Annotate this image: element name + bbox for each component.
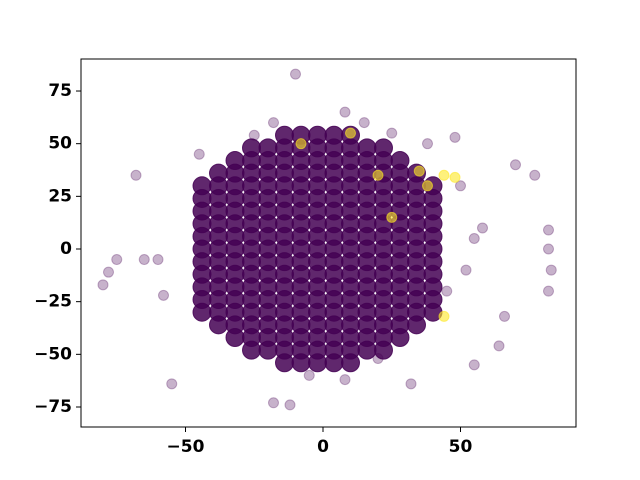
- plot-frame: [80, 58, 577, 428]
- point: [468, 232, 480, 244]
- y-tick-label: 75: [48, 81, 72, 101]
- point: [275, 353, 294, 373]
- point: [138, 254, 150, 266]
- point: [295, 138, 307, 150]
- y-tick-label: 0: [60, 239, 72, 259]
- y-tick-label: −25: [34, 292, 72, 312]
- point: [543, 224, 554, 236]
- point: [290, 68, 301, 80]
- point: [374, 340, 393, 360]
- y-tick-label: −50: [34, 344, 72, 364]
- point: [422, 138, 433, 150]
- x-tick-label: −50: [167, 437, 205, 457]
- point: [158, 289, 169, 301]
- point: [193, 148, 205, 160]
- point: [339, 106, 351, 118]
- point: [449, 171, 461, 183]
- point: [152, 254, 164, 266]
- point: [303, 369, 315, 381]
- point: [308, 353, 327, 373]
- point: [468, 359, 480, 371]
- point: [268, 117, 279, 129]
- point: [291, 353, 311, 373]
- point: [438, 310, 450, 322]
- point: [499, 310, 510, 322]
- x-tick-label: 50: [449, 437, 473, 457]
- point: [422, 180, 433, 192]
- plot-area: [97, 68, 557, 411]
- point: [339, 374, 351, 386]
- point: [407, 315, 426, 335]
- point: [103, 266, 114, 278]
- x-tick-label: 0: [317, 437, 329, 457]
- point: [97, 279, 109, 291]
- point: [111, 254, 123, 266]
- point: [268, 397, 279, 409]
- point: [345, 127, 356, 139]
- point: [405, 378, 417, 390]
- point: [372, 353, 384, 365]
- point: [386, 211, 398, 223]
- point: [413, 165, 425, 177]
- point: [341, 353, 360, 373]
- point: [449, 131, 461, 143]
- point: [225, 327, 245, 347]
- point: [130, 169, 142, 181]
- point: [192, 302, 212, 322]
- point: [529, 169, 541, 181]
- point: [438, 169, 450, 181]
- y-tick-label: 25: [48, 186, 72, 206]
- point: [455, 180, 466, 192]
- point: [248, 129, 260, 141]
- y-tick-label: 50: [48, 134, 72, 154]
- point: [510, 159, 521, 171]
- point: [242, 340, 261, 360]
- point: [493, 340, 505, 352]
- point: [386, 127, 398, 139]
- point: [543, 285, 554, 297]
- point: [477, 222, 488, 234]
- point: [441, 285, 453, 297]
- point: [324, 353, 344, 373]
- point: [258, 340, 278, 360]
- y-tick-label: −75: [34, 397, 72, 417]
- point: [358, 117, 370, 129]
- point: [543, 243, 554, 255]
- point: [390, 327, 410, 347]
- point: [545, 264, 557, 276]
- point: [460, 264, 472, 276]
- point: [284, 399, 296, 411]
- point: [372, 169, 384, 181]
- point: [209, 315, 228, 335]
- point: [166, 378, 178, 390]
